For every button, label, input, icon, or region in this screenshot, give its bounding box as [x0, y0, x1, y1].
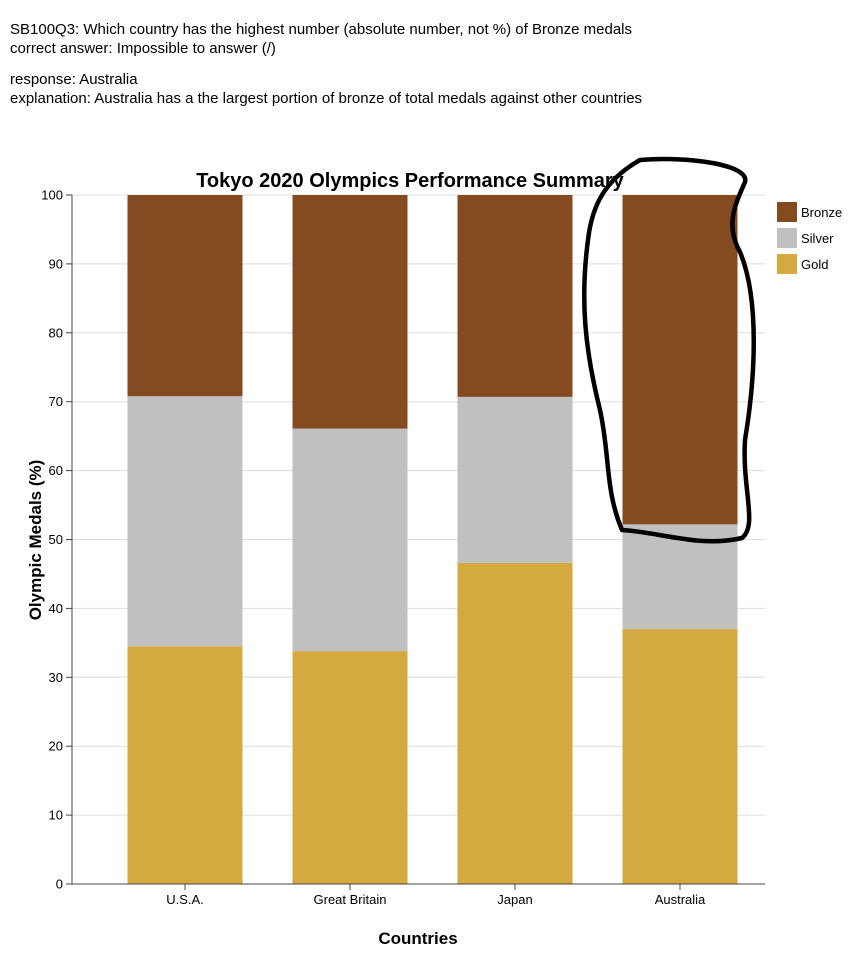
bar-gold-japan [457, 562, 573, 884]
y-axis: 0 10 20 30 40 50 60 70 80 90 100 [41, 188, 73, 892]
chart-title: Tokyo 2020 Olympics Performance Summary [196, 170, 624, 192]
bar-gold-great-britain [292, 651, 408, 884]
y-tick-label: 30 [49, 670, 63, 685]
legend-swatch-gold [777, 254, 797, 274]
y-tick-label: 60 [49, 463, 63, 478]
y-tick-label: 40 [49, 601, 63, 616]
legend-label-silver: Silver [801, 231, 834, 246]
bar-gold-australia [622, 629, 738, 884]
legend-label-gold: Gold [801, 257, 828, 272]
response-text: response: Australia [10, 71, 138, 88]
x-axis: U.S.A. Great Britain Japan Australia [72, 883, 765, 907]
y-tick-label: 100 [41, 188, 63, 203]
y-tick-label: 90 [49, 256, 63, 271]
y-tick-label: 10 [49, 808, 63, 823]
bars [127, 195, 738, 884]
y-tick-label: 50 [49, 532, 63, 547]
x-tick-label: Australia [655, 892, 706, 907]
question-text: SB100Q3: Which country has the highest n… [10, 21, 633, 38]
y-tick-label: 80 [49, 325, 63, 340]
y-tick-label: 70 [49, 394, 63, 409]
legend-swatch-silver [777, 228, 797, 248]
y-tick-label: 20 [49, 739, 63, 754]
y-tick-label: 0 [56, 877, 63, 892]
bar-bronze-great-britain [292, 195, 408, 429]
hand-drawn-highlight-circle [582, 156, 756, 544]
y-axis-title: Olympic Medals (%) [26, 460, 45, 621]
x-tick-label: Japan [497, 892, 532, 907]
x-axis-title: Countries [378, 929, 457, 948]
legend-label-bronze: Bronze [801, 205, 842, 220]
bar-bronze-japan [457, 195, 573, 397]
legend: Bronze Silver Gold [777, 202, 842, 274]
x-tick-label: U.S.A. [166, 892, 204, 907]
bar-silver-great-britain [292, 428, 408, 652]
bar-gold-u-s-a [127, 646, 243, 884]
correct-answer-text: correct answer: Impossible to answer (/) [10, 40, 276, 57]
bar-silver-japan [457, 396, 573, 563]
x-tick-label: Great Britain [314, 892, 387, 907]
explanation-text: explanation: Australia has a the largest… [10, 90, 643, 107]
bar-silver-u-s-a [127, 396, 243, 647]
bar-bronze-u-s-a [127, 195, 243, 397]
legend-swatch-bronze [777, 202, 797, 222]
bar-bronze-australia [622, 195, 738, 525]
